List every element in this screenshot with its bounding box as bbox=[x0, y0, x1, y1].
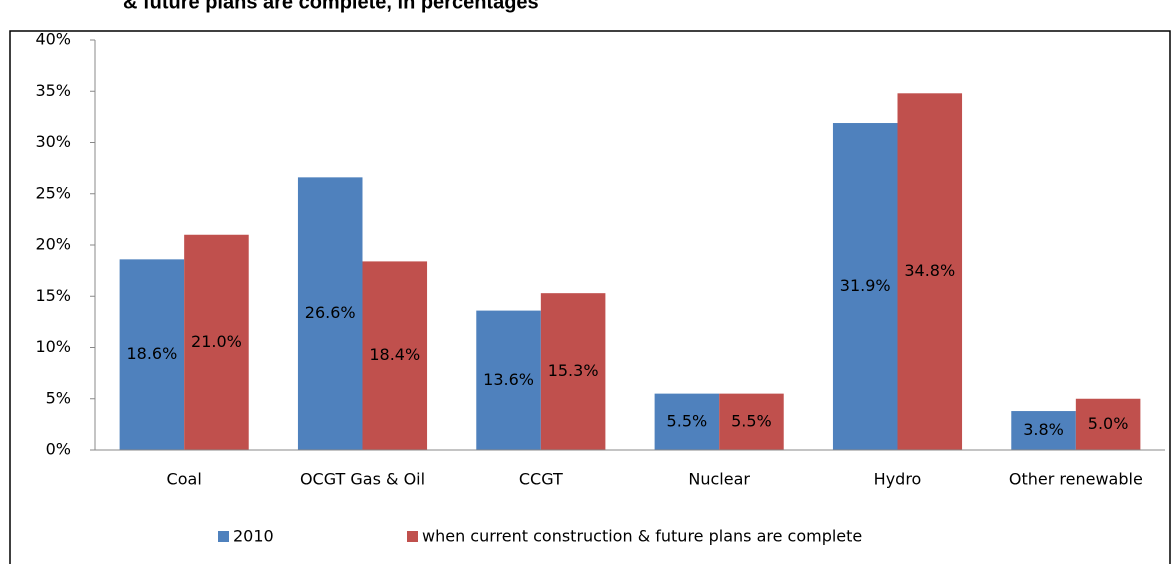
bar bbox=[540, 293, 606, 450]
x-tick-label: OCGT Gas & Oil bbox=[300, 470, 425, 489]
bar bbox=[1011, 411, 1076, 450]
bar bbox=[654, 393, 720, 450]
bar bbox=[119, 259, 185, 450]
x-tick-label: CCGT bbox=[519, 470, 563, 489]
y-tick-label: 35% bbox=[35, 81, 71, 100]
x-tick-label: Nuclear bbox=[688, 470, 750, 489]
y-tick-label: 30% bbox=[35, 132, 71, 151]
x-tick-label: Coal bbox=[167, 470, 202, 489]
value-label: 18.6% bbox=[126, 344, 177, 363]
y-tick-label: 20% bbox=[35, 235, 71, 254]
legend-swatch bbox=[407, 531, 418, 542]
x-tick-label: Hydro bbox=[874, 470, 922, 489]
chart-title: & future plans are complete, in percenta… bbox=[123, 0, 539, 13]
value-label: 18.4% bbox=[369, 345, 420, 364]
value-label: 5.5% bbox=[731, 411, 772, 430]
value-label: 13.6% bbox=[483, 370, 534, 389]
value-label: 5.0% bbox=[1088, 414, 1129, 433]
bar bbox=[719, 393, 784, 450]
bar bbox=[832, 123, 898, 451]
x-tick-label: Other renewable bbox=[1009, 470, 1143, 489]
value-label: 3.8% bbox=[1023, 420, 1064, 439]
bar bbox=[1075, 398, 1141, 450]
value-label: 31.9% bbox=[840, 276, 891, 295]
legend-label: when current construction & future plans… bbox=[422, 527, 862, 546]
bar bbox=[362, 261, 428, 450]
legend-swatch bbox=[218, 531, 229, 542]
bar bbox=[297, 177, 363, 450]
bar bbox=[184, 234, 249, 450]
y-tick-label: 40% bbox=[35, 30, 71, 49]
value-label: 21.0% bbox=[191, 332, 242, 351]
value-label: 26.6% bbox=[305, 303, 356, 322]
y-tick-label: 0% bbox=[46, 440, 71, 459]
y-tick-label: 25% bbox=[35, 183, 71, 202]
y-tick-label: 5% bbox=[46, 388, 71, 407]
bar bbox=[897, 93, 963, 451]
value-label: 34.8% bbox=[904, 261, 955, 280]
y-tick-label: 15% bbox=[35, 286, 71, 305]
bar bbox=[476, 310, 541, 450]
y-tick-label: 10% bbox=[35, 337, 71, 356]
value-label: 5.5% bbox=[667, 411, 708, 430]
legend-label: 2010 bbox=[233, 527, 274, 546]
value-label: 15.3% bbox=[548, 361, 599, 380]
